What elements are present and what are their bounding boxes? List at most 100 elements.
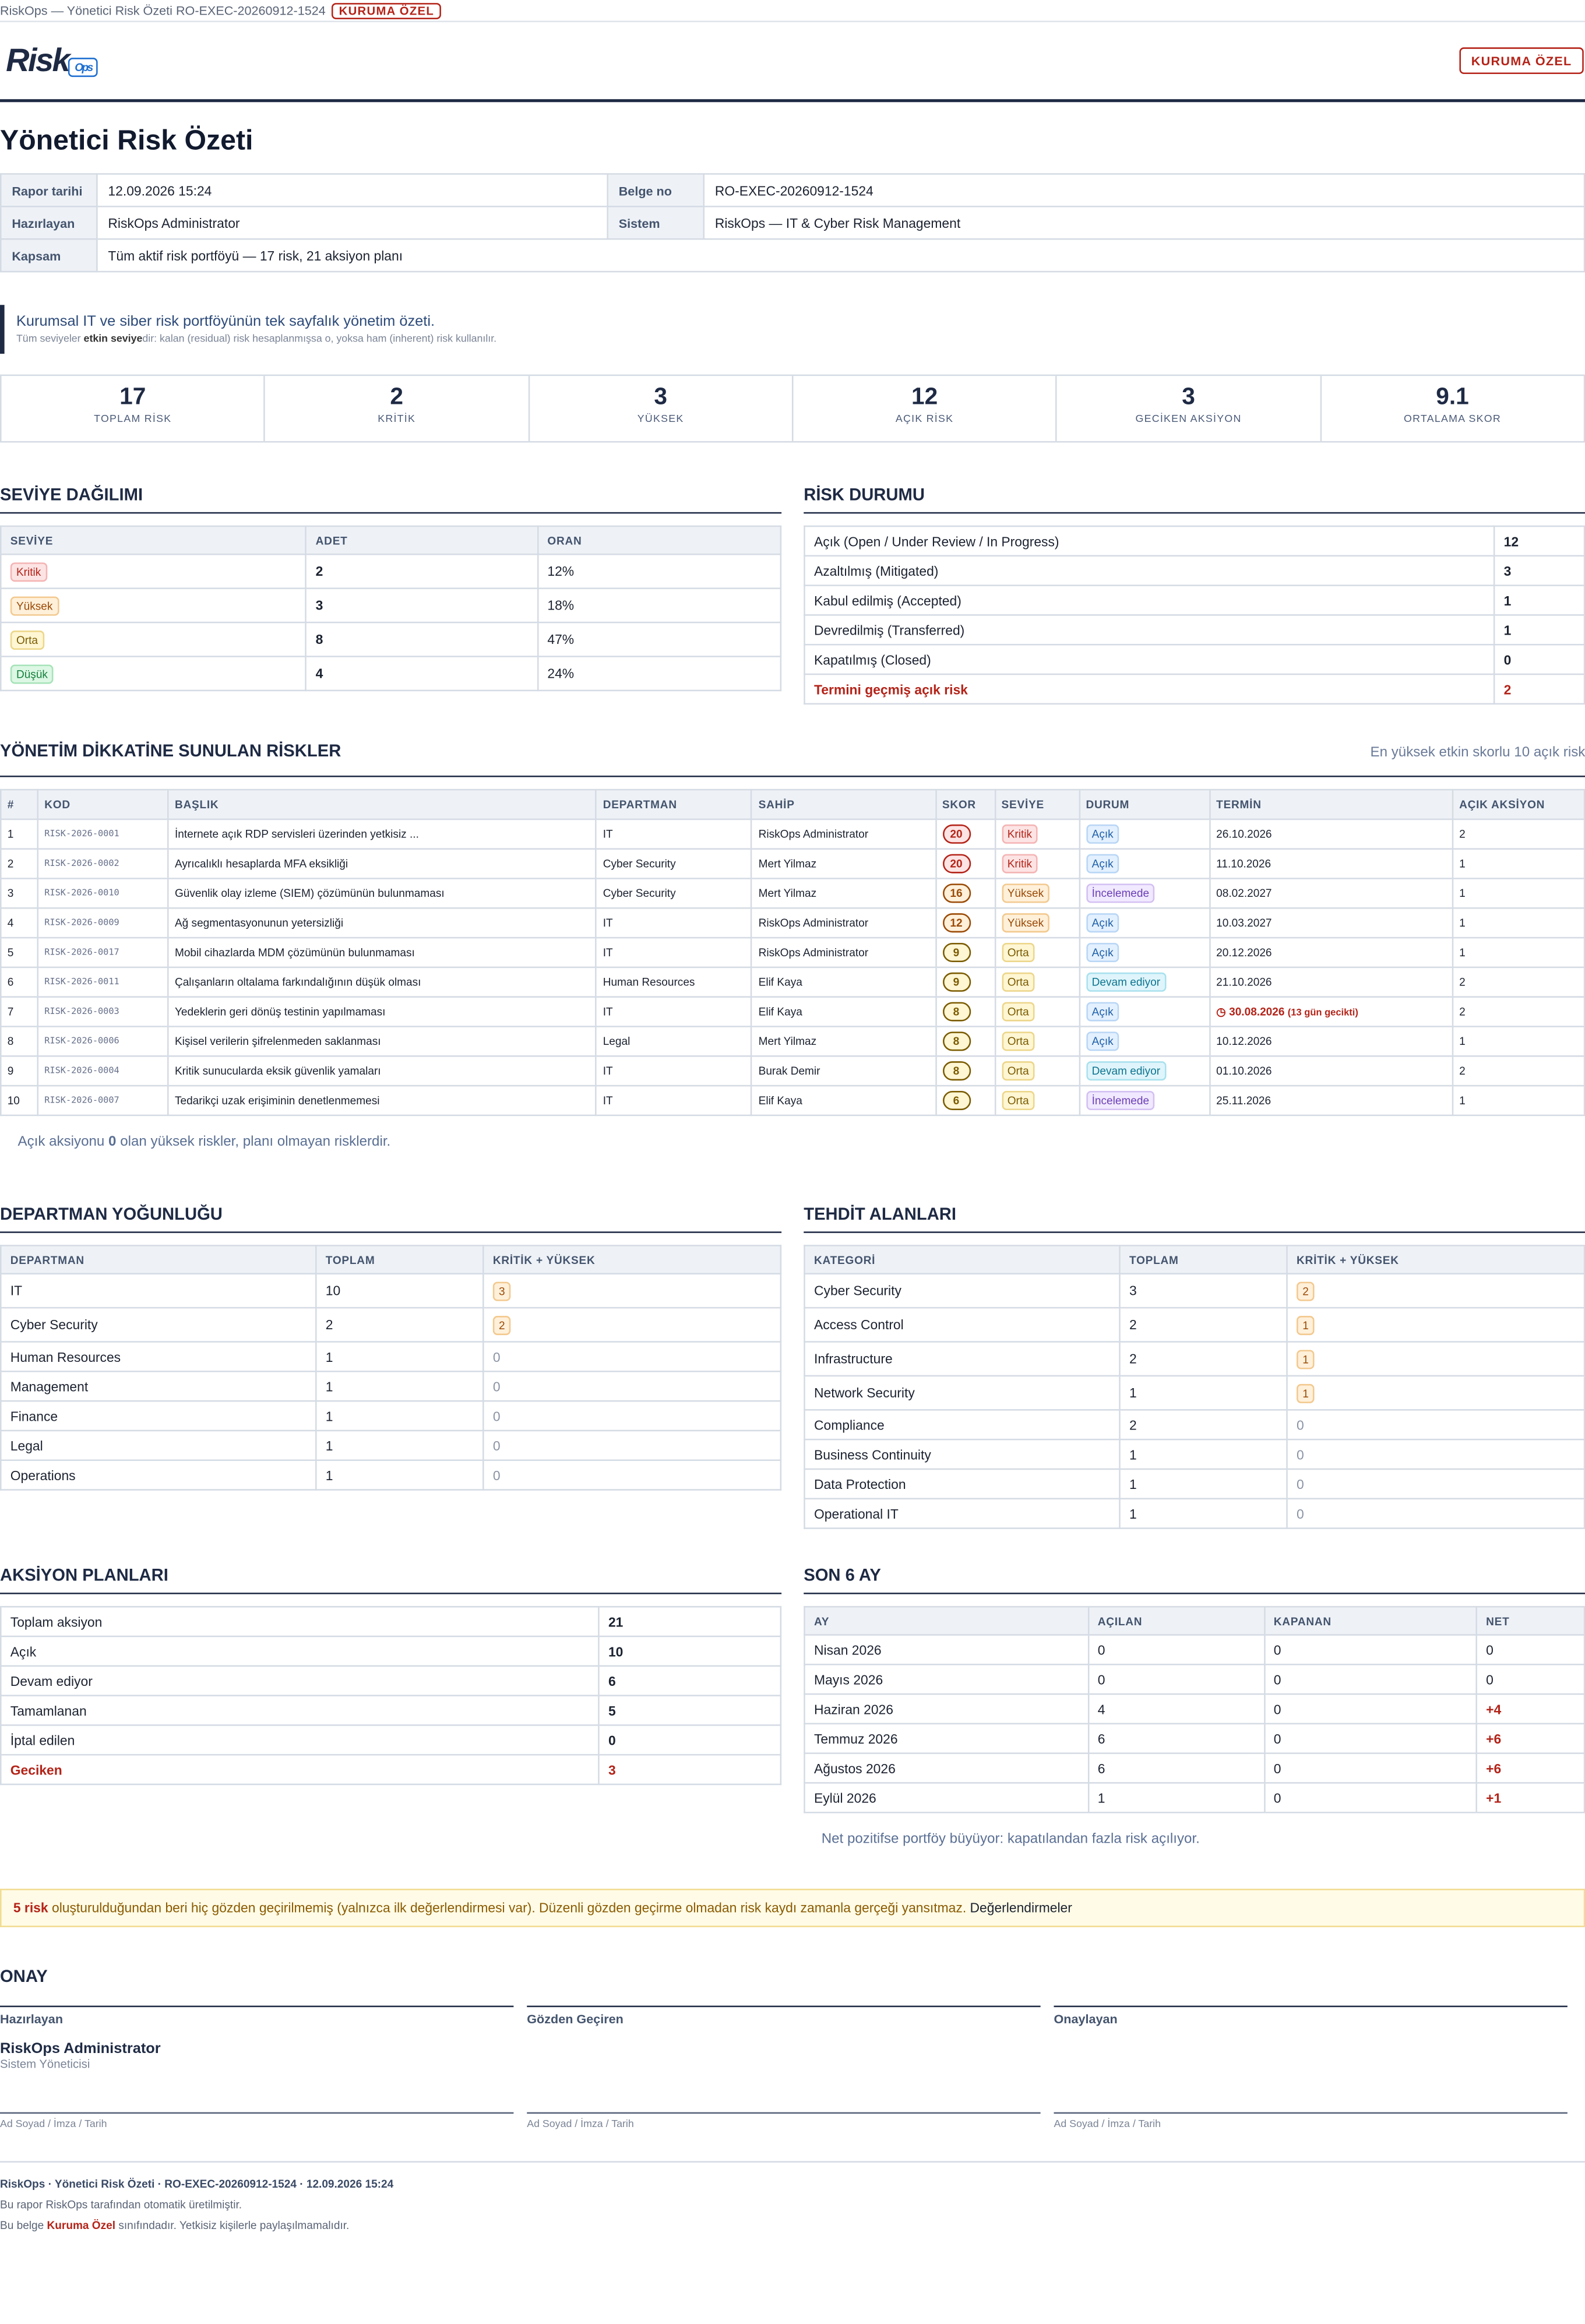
cell: 1 bbox=[1087, 1782, 1265, 1814]
cell: Yüksek bbox=[0, 587, 307, 624]
section-title: TEHDİT ALANLARI bbox=[804, 1206, 1585, 1233]
count: 0 bbox=[492, 1349, 501, 1364]
columns: AKSİYON PLANLARI Toplam aksiyon 21 Açık 10 De… bbox=[0, 1568, 1585, 1847]
cell: 4 bbox=[1087, 1693, 1265, 1725]
column-header: KATEGORİ bbox=[804, 1245, 1121, 1274]
row: Finance 1 0 bbox=[0, 1400, 782, 1432]
cell: 2 bbox=[0, 848, 39, 879]
column-header: DEPARTMAN bbox=[595, 788, 753, 821]
cell: Temmuz 2026 bbox=[804, 1723, 1089, 1754]
row: Access Control 2 1 bbox=[804, 1307, 1585, 1343]
cell: Operational IT bbox=[804, 1498, 1121, 1529]
cell: 2 bbox=[1452, 1055, 1585, 1087]
row: Network Security 1 1 bbox=[804, 1375, 1585, 1411]
column-header: ORAN bbox=[537, 525, 782, 555]
row: Infrastructure 2 1 bbox=[804, 1341, 1585, 1377]
cell: 8 bbox=[0, 1026, 39, 1057]
warning-link[interactable]: Değerlendirmeler bbox=[970, 1900, 1072, 1915]
cell: 26.10.2026 bbox=[1209, 818, 1453, 850]
section-head: YÖNETİM DİKKATİNE SUNULAN RİSKLER En yüks… bbox=[0, 743, 1585, 768]
cell: 1 bbox=[1119, 1438, 1288, 1470]
status-badge: Devam ediyor bbox=[1086, 972, 1167, 992]
column: AKSİYON PLANLARI Toplam aksiyon 21 Açık 10 De… bbox=[0, 1568, 782, 1847]
cell: Yüksek bbox=[994, 878, 1080, 909]
cell: 1 bbox=[1493, 584, 1585, 616]
signature-block: Hazırlayan RiskOps Administrator Sistem Yö… bbox=[0, 2005, 514, 2143]
threats-table: KATEGORİ TOPLAM KRİTİK + YÜKSEK Cyber Secur… bbox=[804, 1245, 1585, 1529]
cell: 2 bbox=[1286, 1273, 1585, 1309]
cell: 1 bbox=[315, 1429, 484, 1461]
kpi-value: 2 bbox=[390, 385, 403, 410]
column-header: TOPLAM bbox=[1119, 1245, 1288, 1274]
cell: 10.12.2026 bbox=[1209, 1026, 1453, 1057]
column-header: KRİTİK + YÜKSEK bbox=[482, 1245, 782, 1274]
row: İptal edilen 0 bbox=[0, 1724, 782, 1756]
kpi-label: TOPLAM RİSK bbox=[94, 414, 172, 425]
column-header: AÇILAN bbox=[1087, 1605, 1265, 1636]
cell: 6 bbox=[1087, 1752, 1265, 1784]
cell: Devredilmiş (Transferred) bbox=[804, 614, 1495, 646]
cell: İncelemede bbox=[1078, 1084, 1211, 1117]
cell: RISK-2026-0009 bbox=[37, 907, 169, 939]
section-title: AKSİYON PLANLARI bbox=[0, 1568, 782, 1594]
cell: Business Continuity bbox=[804, 1438, 1121, 1470]
level-badge: Yüksek bbox=[1001, 913, 1050, 933]
count: 6 bbox=[608, 1673, 616, 1688]
cell: Orta bbox=[994, 1026, 1080, 1057]
cell: 0 bbox=[1263, 1663, 1477, 1695]
meta-value: RiskOps Administrator bbox=[96, 206, 608, 240]
meta-label: Sistem bbox=[607, 206, 705, 240]
status-badge: Açık bbox=[1086, 854, 1119, 874]
text: olan yüksek riskler, planı olmayan riskl… bbox=[116, 1133, 391, 1150]
row: Azaltılmış (Mitigated) 3 bbox=[804, 555, 1585, 586]
meta-row: Kapsam Tüm aktif risk portföyü — 17 risk,… bbox=[0, 238, 1585, 273]
row: Geciken 3 bbox=[0, 1753, 782, 1786]
row: Yüksek 3 18% bbox=[0, 587, 782, 624]
section-title: RİSK DURUMU bbox=[804, 487, 1585, 514]
cell: 1 bbox=[315, 1371, 484, 1402]
cell: 18% bbox=[537, 587, 782, 624]
cell: 1 bbox=[0, 818, 39, 850]
count: 3 bbox=[315, 598, 323, 613]
role: Gözden Geçiren bbox=[527, 2011, 624, 2027]
header-row: KATEGORİ TOPLAM KRİTİK + YÜKSEK bbox=[804, 1245, 1585, 1274]
signature-block: Onaylayan Ad Soyad / İmza / Tarih bbox=[1054, 2005, 1568, 2143]
table-note: Açık aksiyonu 0 olan yüksek riskler, pla… bbox=[17, 1134, 1567, 1150]
status-badge: Açık bbox=[1086, 1031, 1119, 1051]
cell: Management bbox=[0, 1371, 317, 1402]
status-badge: Açık bbox=[1086, 824, 1119, 844]
cell: Elif Kaya bbox=[751, 1084, 936, 1117]
cell: +4 bbox=[1475, 1693, 1585, 1725]
cell: Cyber Security bbox=[804, 1273, 1121, 1309]
count-badge: 1 bbox=[1297, 1383, 1315, 1403]
count: 8 bbox=[315, 632, 323, 647]
kpi-value: 12 bbox=[911, 385, 938, 410]
cell: 0 bbox=[1286, 1498, 1585, 1529]
level-badge: Orta bbox=[1001, 972, 1035, 992]
cell: Access Control bbox=[804, 1307, 1121, 1343]
cell: Orta bbox=[994, 1084, 1080, 1117]
row: 3 RISK-2026-0010 Güvenlik olay izleme (SIE… bbox=[0, 878, 1585, 909]
footer-line: Bu rapor RiskOps tarafından otomatik üre… bbox=[0, 2198, 242, 2212]
cell: 10 bbox=[0, 1084, 39, 1117]
cell: 2 bbox=[1452, 818, 1585, 850]
cell: RISK-2026-0002 bbox=[37, 848, 169, 879]
cell: Ayrıcalıklı hesaplarda MFA eksikliği bbox=[167, 848, 597, 879]
cell: 0 bbox=[1087, 1663, 1265, 1695]
cell: RISK-2026-0003 bbox=[37, 996, 169, 1027]
kpi-value: 3 bbox=[1182, 385, 1195, 410]
meta-value: 12.09.2026 15:24 bbox=[96, 173, 608, 207]
signer-position: Sistem Yöneticisi bbox=[0, 2057, 90, 2071]
warning-count: 5 risk bbox=[13, 1900, 48, 1915]
cell: 3 bbox=[1493, 555, 1585, 586]
meta-row: Hazırlayan RiskOps Administrator Sistem Ris… bbox=[0, 206, 1585, 240]
score-badge: 16 bbox=[942, 883, 971, 903]
header-row: SEVİYE ADET ORAN bbox=[0, 525, 782, 555]
column-header: KRİTİK + YÜKSEK bbox=[1286, 1245, 1585, 1274]
rule bbox=[0, 775, 1585, 777]
column-header: TOPLAM bbox=[315, 1245, 484, 1274]
cell: +1 bbox=[1475, 1782, 1585, 1814]
column-header: AY bbox=[804, 1605, 1089, 1636]
row: Operational IT 1 0 bbox=[804, 1498, 1585, 1529]
